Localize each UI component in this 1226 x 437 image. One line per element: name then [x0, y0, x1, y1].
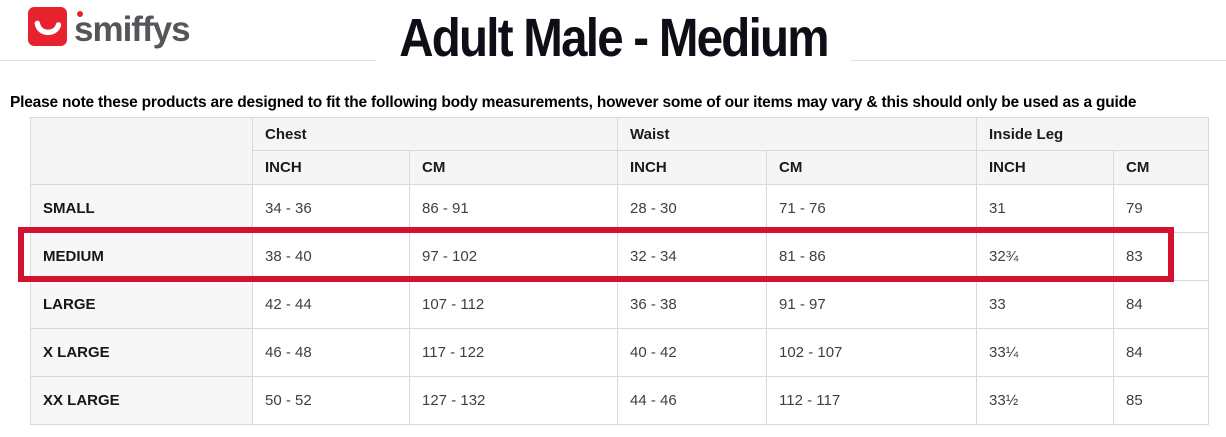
waist-inch-value: 44 - 46 [617, 376, 767, 425]
size-label: XX LARGE [30, 376, 253, 425]
smiffys-smile-icon [28, 7, 67, 46]
inside-leg-group-header: Inside Leg [976, 117, 1210, 151]
size-column-header [30, 117, 253, 185]
chest-inch-header: INCH [252, 150, 410, 185]
table-row-small: SMALL 34 - 36 86 - 91 28 - 30 71 - 76 31… [30, 184, 1210, 233]
page-title: Adult Male - Medium [375, 0, 851, 90]
leg-cm-value: 84 [1113, 328, 1210, 377]
waist-inch-value: 40 - 42 [617, 328, 767, 377]
chest-cm-value: 97 - 102 [409, 232, 618, 281]
waist-group-header: Waist [616, 117, 978, 151]
table-row-large: LARGE 42 - 44 107 - 112 36 - 38 91 - 97 … [30, 280, 1210, 329]
chest-group-header: Chest [252, 117, 618, 151]
chest-inch-value: 46 - 48 [252, 328, 410, 377]
chest-inch-value: 50 - 52 [252, 376, 410, 425]
chest-cm-value: 86 - 91 [409, 184, 618, 233]
smiffys-wordmark: smiffys [74, 10, 191, 49]
table-row-xx-large: XX LARGE 50 - 52 127 - 132 44 - 46 112 -… [30, 376, 1210, 425]
waist-inch-value: 28 - 30 [617, 184, 767, 233]
leg-cm-header: CM [1113, 150, 1210, 185]
waist-cm-value: 102 - 107 [765, 328, 978, 377]
leg-inch-value: 31 [976, 184, 1115, 233]
size-chart-table: Chest Waist Inside Leg INCH CM INCH CM I… [30, 117, 1210, 425]
leg-inch-value: 33 [976, 280, 1115, 329]
waist-cm-value: 91 - 97 [765, 280, 978, 329]
fit-disclaimer-note: Please note these products are designed … [10, 94, 1137, 111]
chest-cm-value: 117 - 122 [409, 328, 618, 377]
title-bar: Adult Male - Medium [0, 0, 1226, 90]
leg-inch-value: 33¼ [976, 328, 1115, 377]
waist-inch-header: INCH [617, 150, 767, 185]
leg-cm-value: 79 [1113, 184, 1210, 233]
leg-cm-value: 84 [1113, 280, 1210, 329]
size-label: SMALL [30, 184, 253, 233]
measure-group-header-row: Chest Waist Inside Leg [30, 117, 1210, 185]
wordmark-i-dot [77, 11, 83, 17]
smiffys-logo: smiffys [28, 7, 200, 53]
waist-cm-value: 112 - 117 [765, 376, 978, 425]
size-label: X LARGE [30, 328, 253, 377]
leg-cm-value: 83 [1113, 232, 1210, 281]
size-label: LARGE [30, 280, 253, 329]
waist-cm-value: 81 - 86 [765, 232, 978, 281]
chest-inch-value: 34 - 36 [252, 184, 410, 233]
unit-header-row: INCH CM INCH CM INCH CM [31, 150, 1210, 185]
chest-cm-value: 107 - 112 [409, 280, 618, 329]
leg-inch-value: 33½ [976, 376, 1115, 425]
chest-inch-value: 42 - 44 [252, 280, 410, 329]
table-row-medium: MEDIUM 38 - 40 97 - 102 32 - 34 81 - 86 … [30, 232, 1210, 281]
waist-cm-header: CM [765, 150, 978, 185]
leg-inch-value: 32¾ [976, 232, 1115, 281]
chest-cm-value: 127 - 132 [409, 376, 618, 425]
leg-inch-header: INCH [976, 150, 1115, 185]
leg-cm-value: 85 [1113, 376, 1210, 425]
table-row-x-large: X LARGE 46 - 48 117 - 122 40 - 42 102 - … [30, 328, 1210, 377]
waist-cm-value: 71 - 76 [765, 184, 978, 233]
chest-cm-header: CM [409, 150, 618, 185]
waist-inch-value: 36 - 38 [617, 280, 767, 329]
chest-inch-value: 38 - 40 [252, 232, 410, 281]
waist-inch-value: 32 - 34 [617, 232, 767, 281]
size-label: MEDIUM [30, 232, 253, 281]
